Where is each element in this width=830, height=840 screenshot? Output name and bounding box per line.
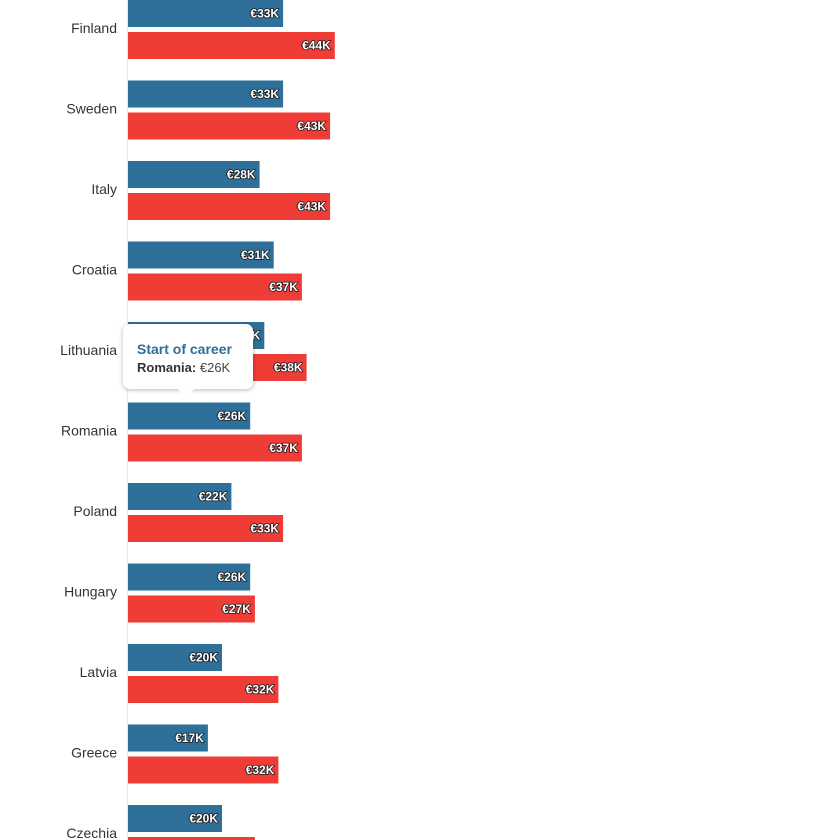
bar-start-czechia[interactable] xyxy=(128,805,222,832)
category-label-finland: Finland xyxy=(71,20,117,36)
data-label-start-italy: €28K xyxy=(227,168,256,182)
bar-peak-croatia[interactable] xyxy=(128,273,302,301)
bar-peak-czechia[interactable] xyxy=(128,837,255,840)
data-label-start-hungary: €26K xyxy=(218,570,247,584)
bar-start-poland[interactable] xyxy=(128,483,232,510)
category-label-italy: Italy xyxy=(91,181,117,197)
data-label-peak-sweden: €43K xyxy=(297,119,326,133)
category-label-sweden: Sweden xyxy=(66,101,117,117)
bar-start-greece[interactable] xyxy=(128,724,208,752)
bar-peak-sweden[interactable] xyxy=(128,112,331,140)
category-label-greece: Greece xyxy=(71,745,117,761)
category-label-croatia: Croatia xyxy=(72,262,117,278)
bar-start-romania[interactable] xyxy=(128,402,251,430)
category-label-latvia: Latvia xyxy=(80,664,118,680)
data-label-peak-finland: €44K xyxy=(302,39,331,53)
data-label-peak-romania: €37K xyxy=(269,441,298,455)
bar-start-sweden[interactable] xyxy=(128,80,284,108)
tooltip-value: €26K xyxy=(199,360,231,375)
tooltip: Start of career Romania: €26K xyxy=(123,324,253,397)
bar-peak-poland[interactable] xyxy=(128,515,284,542)
bar-start-hungary[interactable] xyxy=(128,563,251,591)
category-label-poland: Poland xyxy=(73,503,117,519)
bar-peak-hungary[interactable] xyxy=(128,595,255,623)
data-label-peak-italy: €43K xyxy=(297,200,326,214)
category-label-romania: Romania xyxy=(61,423,117,439)
category-label-lithuania: Lithuania xyxy=(60,342,117,358)
bar-start-finland[interactable] xyxy=(128,0,284,27)
tooltip-category: Romania: xyxy=(137,360,197,375)
bar-start-latvia[interactable] xyxy=(128,644,222,671)
data-label-peak-croatia: €37K xyxy=(269,280,298,294)
tooltip-title: Start of career xyxy=(137,341,232,357)
data-label-peak-latvia: €32K xyxy=(246,683,275,697)
data-label-peak-lithuania: €38K xyxy=(274,361,303,375)
category-label-hungary: Hungary xyxy=(64,584,117,600)
data-label-start-latvia: €20K xyxy=(189,651,218,665)
bar-peak-finland[interactable] xyxy=(128,32,335,59)
bar-peak-romania[interactable] xyxy=(128,434,302,462)
data-label-start-poland: €22K xyxy=(199,490,228,504)
data-label-start-croatia: €31K xyxy=(241,248,270,262)
bar-start-croatia[interactable] xyxy=(128,241,274,269)
bar-peak-italy[interactable] xyxy=(128,193,331,220)
data-label-start-sweden: €33K xyxy=(250,87,279,101)
data-label-start-finland: €33K xyxy=(250,7,279,21)
bar-peak-latvia[interactable] xyxy=(128,676,279,703)
bar-start-italy[interactable] xyxy=(128,161,260,188)
data-label-start-greece: €17K xyxy=(175,731,204,745)
data-label-start-romania: €26K xyxy=(218,409,247,423)
data-label-start-czechia: €20K xyxy=(189,812,218,826)
category-label-czechia: Czechia xyxy=(66,825,117,840)
data-label-peak-poland: €33K xyxy=(250,522,279,536)
data-label-peak-greece: €32K xyxy=(246,763,275,777)
bar-peak-greece[interactable] xyxy=(128,756,279,784)
data-label-peak-hungary: €27K xyxy=(222,602,251,616)
tooltip-line: Romania: €26K xyxy=(137,358,253,378)
